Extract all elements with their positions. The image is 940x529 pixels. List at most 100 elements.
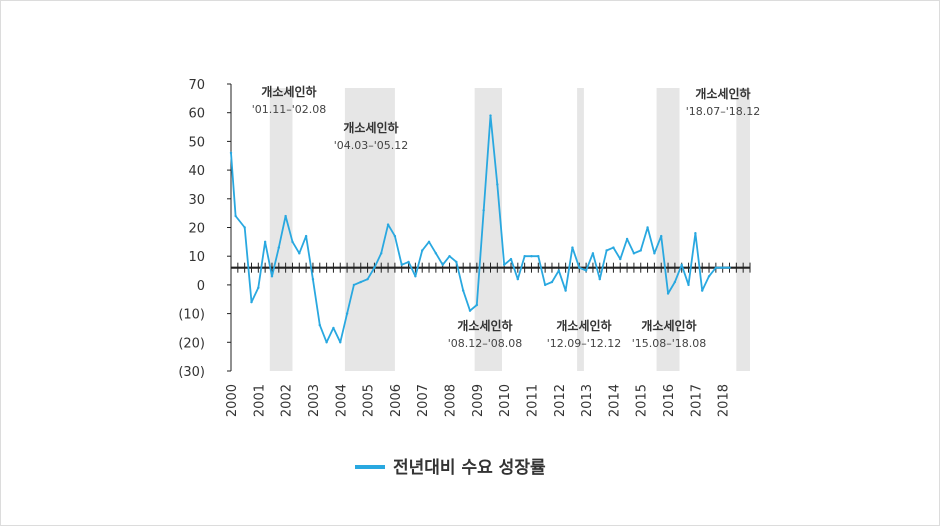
x-tick-label: 2004 (334, 384, 349, 417)
x-tick-label: 2016 (662, 384, 677, 417)
data-point (311, 277, 315, 281)
data-point (243, 226, 246, 229)
data-point (625, 237, 629, 241)
data-point (386, 223, 390, 226)
y-tick-label: 60 (188, 107, 205, 122)
shaded-band (656, 88, 680, 371)
band-label-range: '08.12–'08.08 (448, 337, 523, 350)
data-point (509, 257, 513, 261)
data-point (714, 266, 718, 269)
data-point (318, 323, 321, 327)
y-tick-label: 50 (188, 135, 205, 150)
data-point (475, 303, 479, 307)
data-point (448, 255, 451, 258)
data-point (639, 249, 642, 252)
data-point (591, 252, 595, 255)
x-tick-label: 2012 (553, 384, 568, 417)
data-point (578, 266, 581, 269)
data-point (694, 232, 697, 235)
y-tick-label: (20) (178, 336, 205, 351)
data-point (728, 266, 731, 269)
x-tick-label: 2007 (416, 384, 431, 417)
x-tick-label: 2011 (525, 384, 540, 417)
y-tick-label: 30 (188, 193, 205, 208)
x-tick-label: 2015 (635, 384, 650, 417)
data-point (359, 280, 362, 284)
data-point (660, 234, 663, 238)
x-tick-label: 2002 (280, 384, 295, 417)
data-point (270, 275, 274, 278)
y-tick-label: 10 (188, 250, 205, 265)
data-point (421, 249, 424, 252)
y-tick-label: (30) (178, 365, 205, 380)
data-point (653, 252, 656, 255)
x-tick-label: 2013 (580, 384, 595, 417)
band-label-range: '18.07–'18.12 (686, 105, 761, 118)
data-point (455, 260, 458, 264)
data-point (263, 240, 267, 244)
data-point (598, 277, 601, 281)
data-point (721, 266, 724, 269)
x-tick-label: 2009 (471, 384, 486, 417)
data-point (291, 240, 294, 244)
data-point (646, 226, 649, 229)
data-point (537, 255, 540, 258)
bands-layer (269, 88, 750, 371)
data-point (325, 341, 328, 344)
data-point (339, 341, 342, 344)
data-point (489, 114, 492, 117)
x-tick-label: 2014 (607, 384, 622, 417)
data-point (557, 269, 560, 272)
x-tick-label: 2005 (362, 384, 377, 417)
y-tick-label: (10) (178, 308, 205, 323)
data-point (700, 289, 704, 292)
data-point (366, 277, 369, 281)
x-tick-label: 2000 (225, 384, 240, 417)
data-point (707, 275, 711, 278)
data-point (229, 151, 233, 155)
legend-label: 전년대비 수요 성장률 (393, 458, 546, 478)
band-label-range: '01.11–'02.08 (252, 103, 327, 116)
data-point (571, 246, 574, 249)
data-point (434, 252, 438, 255)
band-label-title: 개소세인하 (261, 84, 316, 99)
data-point (373, 266, 376, 269)
x-tick-label: 2006 (389, 384, 404, 417)
data-point (380, 252, 383, 255)
data-point (304, 234, 308, 238)
band-label-title: 개소세인하 (343, 120, 398, 135)
x-tick-label: 2001 (252, 384, 267, 417)
data-point (666, 292, 670, 295)
shaded-band (269, 88, 293, 371)
band-label-title: 개소세인하 (556, 318, 611, 333)
label-layer: 개소세인하 '01.11–'02.08 개소세인하 '04.03–'05.12 개소세인… (252, 84, 761, 350)
data-point (496, 183, 499, 186)
data-point (502, 263, 506, 267)
data-point (441, 263, 444, 267)
data-point (584, 269, 588, 272)
data-point (523, 255, 526, 258)
data-point (687, 283, 690, 287)
y-tick-label: 70 (188, 78, 205, 93)
data-point (468, 309, 472, 312)
data-point (400, 263, 403, 267)
data-point (234, 214, 237, 218)
x-tick-label: 2010 (498, 384, 513, 417)
data-point (543, 283, 547, 287)
shaded-band (736, 88, 750, 371)
band-label-title: 개소세인하 (695, 86, 750, 101)
data-point (680, 263, 683, 267)
band-label-range: '15.08–'18.08 (632, 337, 707, 350)
y-tick-label: 40 (188, 164, 205, 179)
data-point (257, 286, 260, 289)
data-point (393, 234, 397, 238)
data-point (345, 312, 349, 315)
data-point (298, 252, 301, 255)
band-label-title: 개소세인하 (641, 318, 696, 333)
x-tick-label: 2003 (307, 384, 322, 417)
data-point (277, 246, 281, 249)
data-point (673, 280, 677, 284)
